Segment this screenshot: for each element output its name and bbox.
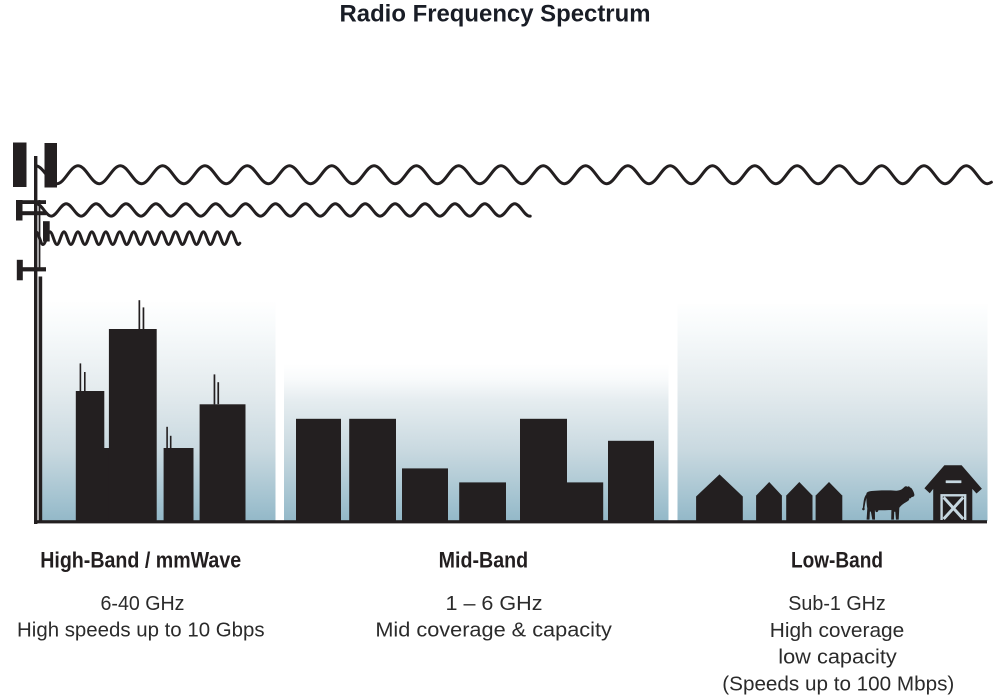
svg-text:1 – 6 GHz: 1 – 6 GHz bbox=[446, 593, 543, 615]
svg-text:Radio Frequency Spectrum: Radio Frequency Spectrum bbox=[340, 0, 651, 27]
svg-text:low capacity: low capacity bbox=[778, 647, 897, 669]
svg-text:High speeds up to 10 Gbps: High speeds up to 10 Gbps bbox=[17, 620, 264, 642]
svg-text:Mid coverage & capacity: Mid coverage & capacity bbox=[375, 620, 612, 642]
svg-text:Sub-1 GHz: Sub-1 GHz bbox=[788, 593, 886, 615]
svg-text:Low-Band: Low-Band bbox=[791, 548, 883, 573]
svg-text:High-Band / mmWave: High-Band / mmWave bbox=[40, 548, 241, 573]
svg-text:6-40 GHz: 6-40 GHz bbox=[101, 593, 185, 615]
svg-text:(Speeds up to 100 Mbps): (Speeds up to 100 Mbps) bbox=[722, 674, 954, 696]
svg-text:Mid-Band: Mid-Band bbox=[439, 547, 529, 572]
svg-text:High coverage: High coverage bbox=[770, 620, 905, 642]
